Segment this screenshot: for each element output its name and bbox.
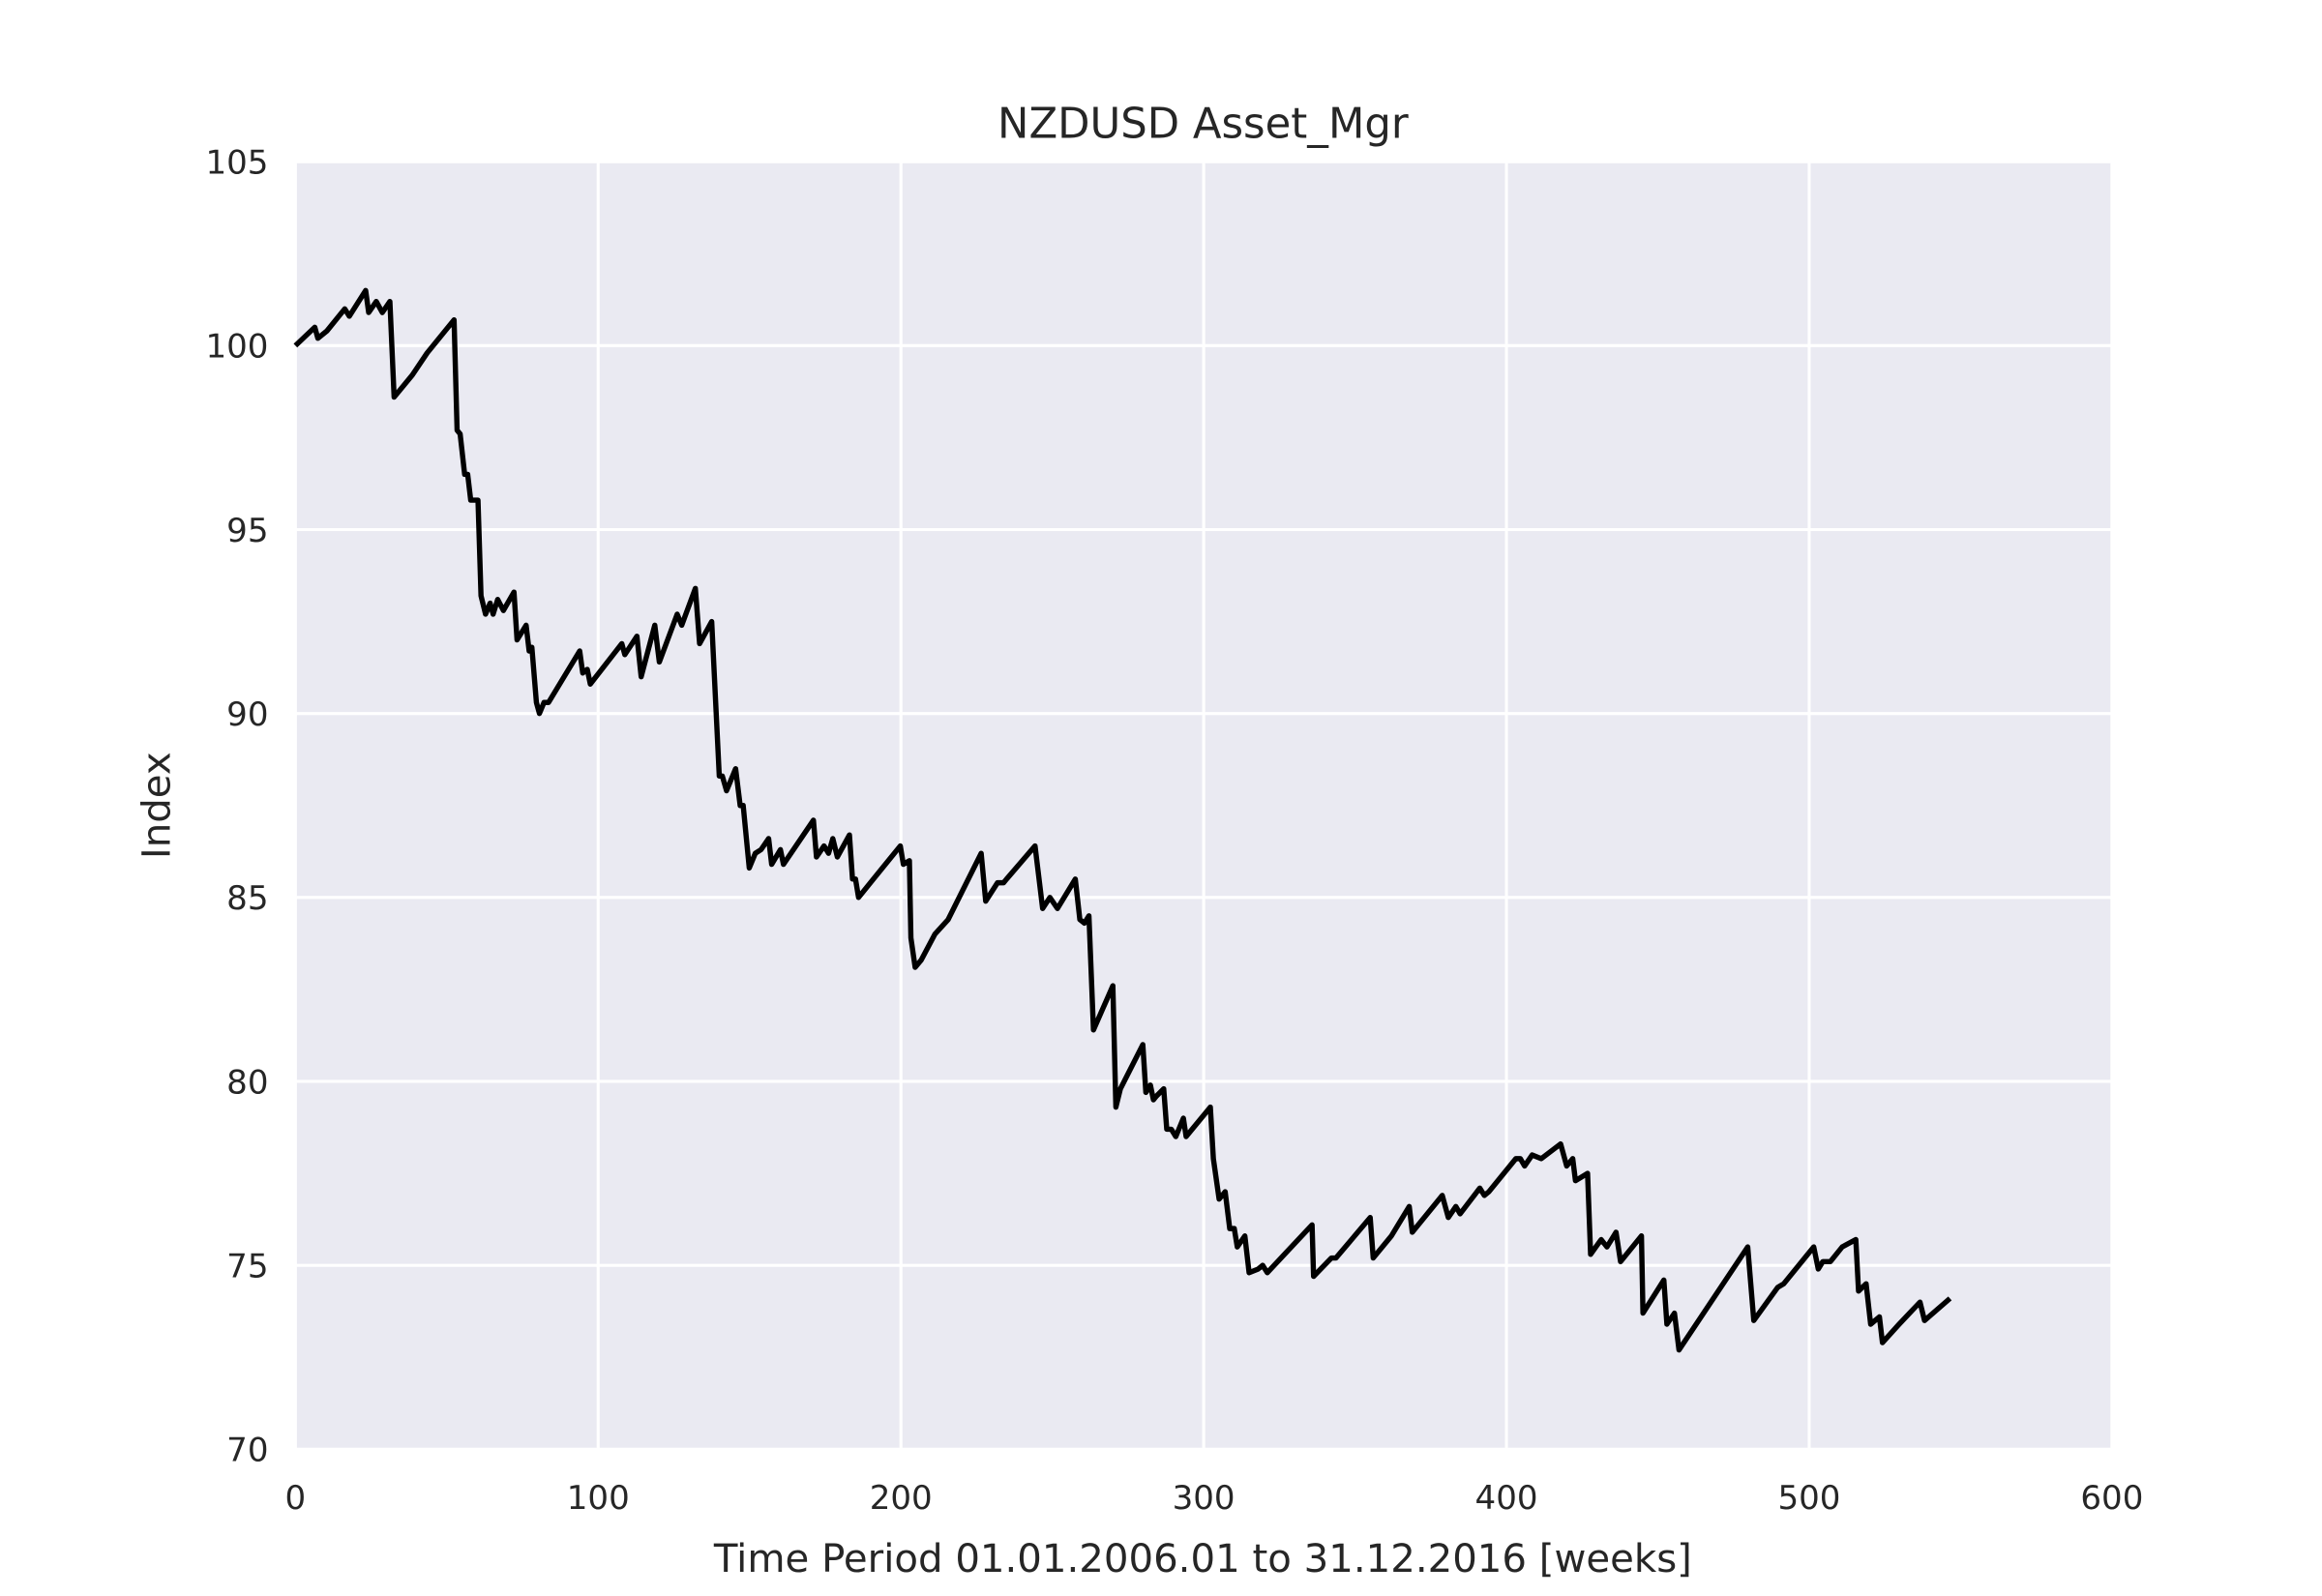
y-tick-label: 95	[226, 512, 268, 550]
x-tick-label: 500	[1777, 1479, 1840, 1518]
y-tick-label: 75	[226, 1248, 268, 1286]
y-tick-label: 100	[205, 328, 268, 367]
data-line	[293, 287, 1952, 1353]
x-axis-label: Time Period 01.01.2006.01 to 31.12.2016 …	[713, 1537, 1692, 1581]
chart-title: NZDUSD Asset_Mgr	[997, 100, 1409, 148]
y-tick-label: 90	[226, 695, 268, 734]
y-tick-label: 105	[205, 144, 268, 183]
x-tick-label: 200	[870, 1479, 933, 1518]
y-axis-label: Index	[134, 752, 179, 859]
x-tick-label: 0	[285, 1479, 307, 1518]
x-tick-label: 100	[567, 1479, 630, 1518]
y-tick-label: 70	[226, 1432, 268, 1470]
x-tick-label: 600	[2080, 1479, 2143, 1518]
y-tick-label: 85	[226, 879, 268, 918]
x-tick-label: 300	[1173, 1479, 1235, 1518]
y-tick-label: 80	[226, 1063, 268, 1102]
x-tick-label: 400	[1475, 1479, 1538, 1518]
